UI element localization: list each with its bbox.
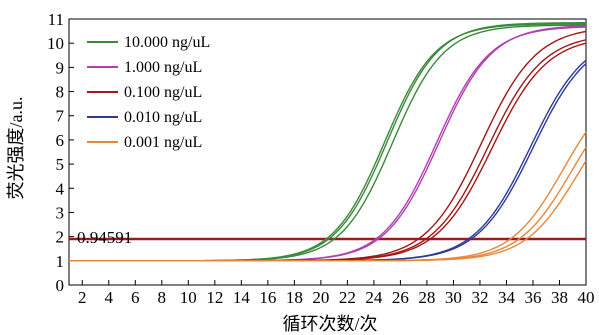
legend-label: 0.001 ng/uL xyxy=(124,134,202,151)
curves-layer xyxy=(69,22,587,262)
y-tick-label: 9 xyxy=(56,58,65,77)
amplification-curve xyxy=(69,131,587,262)
x-tick-label: 8 xyxy=(158,288,167,307)
axes-layer: 2 4 6 8 10 12 14 16 18 20 22 24 26 28 30 32 34 36 38 400123… xyxy=(47,10,595,307)
y-tick-label: 6 xyxy=(56,131,65,150)
legend-label: 1.000 ng/uL xyxy=(124,59,202,76)
x-tick-label: 32 xyxy=(471,288,488,307)
x-tick-label: 20 xyxy=(312,288,329,307)
y-tick-label: 5 xyxy=(56,155,65,174)
x-tick-label: 36 xyxy=(524,288,541,307)
x-tick-label: 10 xyxy=(180,288,197,307)
y-tick-label: 1 xyxy=(56,252,65,271)
y-axis-title: 荧光强度/a.u. xyxy=(6,97,26,200)
x-tick-label: 6 xyxy=(131,288,140,307)
x-tick-label: 12 xyxy=(206,288,223,307)
x-tick-label: 26 xyxy=(392,288,409,307)
x-tick-label: 4 xyxy=(105,288,114,307)
y-tick-label: 10 xyxy=(47,34,64,53)
y-tick-label: 3 xyxy=(56,203,65,222)
y-tick-label: 2 xyxy=(56,228,65,247)
threshold-value-label: 0.94591 xyxy=(77,228,132,247)
x-axis-title: 循环次数/次 xyxy=(282,314,377,334)
series-4 xyxy=(69,131,587,262)
y-tick-label: 8 xyxy=(56,83,65,102)
y-tick-label: 7 xyxy=(56,107,65,126)
legend-label: 0.010 ng/uL xyxy=(124,109,202,126)
x-tick-label: 2 xyxy=(78,288,87,307)
x-tick-label: 24 xyxy=(365,288,383,307)
x-tick-label: 14 xyxy=(233,288,251,307)
x-tick-label: 38 xyxy=(551,288,568,307)
plot-frame xyxy=(68,18,587,286)
x-tick-label: 34 xyxy=(498,288,516,307)
x-tick-label: 40 xyxy=(578,288,595,307)
x-tick-label: 28 xyxy=(418,288,435,307)
y-tick-label: 4 xyxy=(56,179,65,198)
legend: 10.000 ng/uL 1.000 ng/uL 0.100 ng/uL 0.010 … xyxy=(87,34,210,151)
x-tick-label: 30 xyxy=(445,288,462,307)
x-tick-label: 22 xyxy=(339,288,356,307)
y-tick-label: 0 xyxy=(56,276,65,295)
y-tick-label: 11 xyxy=(48,10,64,29)
legend-label: 10.000 ng/uL xyxy=(124,34,210,51)
x-tick-label: 18 xyxy=(286,288,303,307)
amplification-curve xyxy=(69,160,587,262)
x-tick-label: 16 xyxy=(259,288,276,307)
legend-label: 0.100 ng/uL xyxy=(124,84,202,101)
